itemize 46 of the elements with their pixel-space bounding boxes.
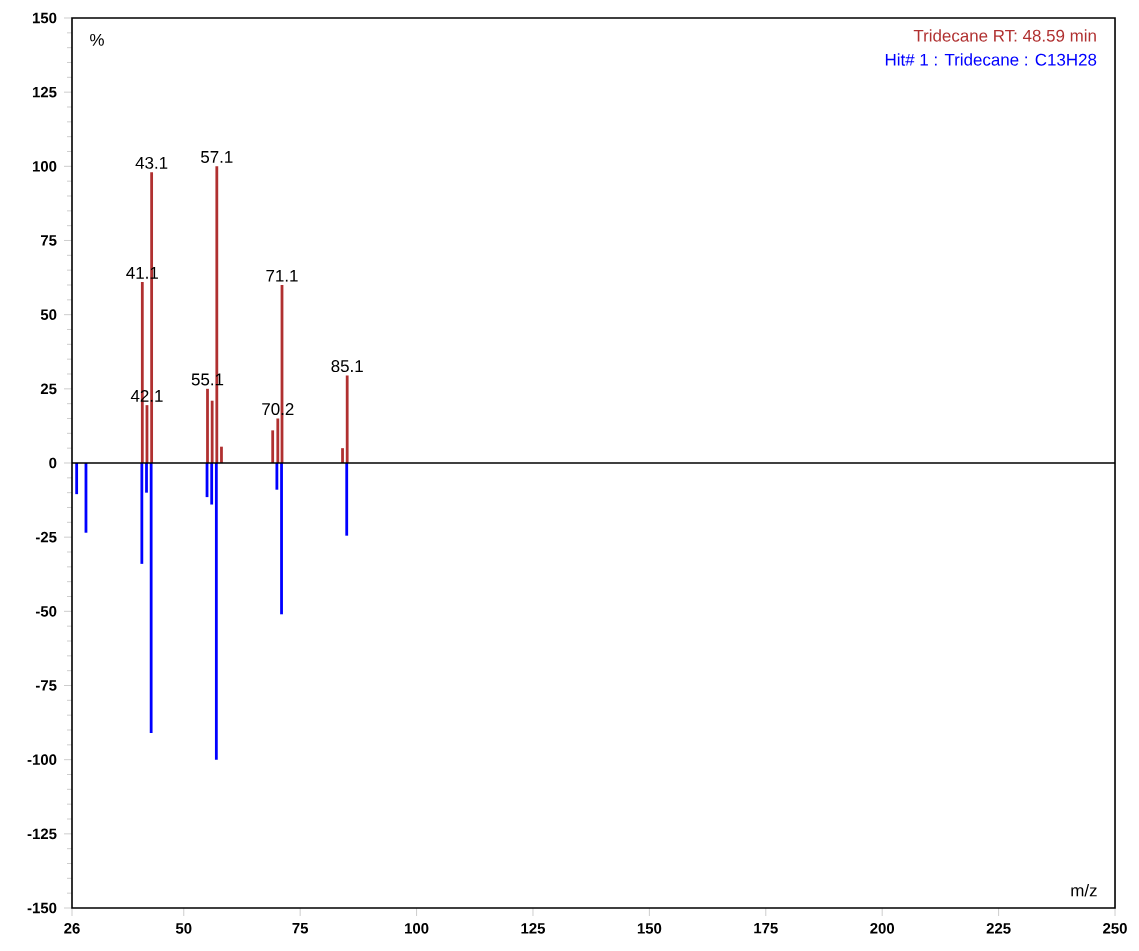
text: Tridecane RT: 48.59 min <box>913 29 1096 42</box>
x-axis-title: m/z <box>1071 884 1097 897</box>
y-tick-label: 25 <box>40 383 57 395</box>
x-tick-label: 150 <box>637 923 662 934</box>
bar <box>276 418 280 463</box>
bar <box>341 448 344 463</box>
bar <box>345 462 349 536</box>
bar <box>145 462 148 493</box>
y-tick-label: 150 <box>32 12 57 24</box>
x-tick-label: 26 <box>64 923 80 934</box>
x-tick-label: 100 <box>405 923 429 934</box>
y-tick-label: -100 <box>27 754 57 765</box>
x-tick-label: 225 <box>986 923 1011 934</box>
text: Hit# 1 : Tridecane : C13H28 <box>885 53 1097 66</box>
bar <box>271 430 275 463</box>
x-tick-label: 50 <box>175 923 192 934</box>
x-tick-label: 200 <box>870 923 895 934</box>
y-tick-label: 100 <box>32 161 57 172</box>
bar <box>75 462 79 495</box>
annotation: 71.1 <box>266 269 298 282</box>
annotation: 85.1 <box>331 360 363 373</box>
y-tick-label: 125 <box>32 86 57 98</box>
annotation: 43.1 <box>135 156 168 169</box>
bar <box>345 375 349 463</box>
y-axis-title: % <box>90 33 104 46</box>
y-tick-label: -75 <box>35 680 57 691</box>
bar <box>140 462 144 564</box>
x-tick-label: 125 <box>521 923 546 934</box>
x-tick-label: 250 <box>1103 923 1127 934</box>
annotation: 57.1 <box>201 151 233 163</box>
bar <box>210 462 214 505</box>
bar <box>275 462 279 490</box>
y-tick-label: 75 <box>40 235 57 246</box>
y-tick-label: -150 <box>27 902 57 914</box>
y-tick-label: 0 <box>49 457 57 469</box>
x-tick-label: 175 <box>754 923 778 934</box>
bar <box>280 462 283 615</box>
y-tick-label: -50 <box>35 606 57 617</box>
y-tick-label: -125 <box>27 828 57 840</box>
y-tick-label: 50 <box>40 309 57 320</box>
bar <box>149 462 153 733</box>
bar <box>214 462 218 760</box>
x-tick-label: 75 <box>292 923 309 934</box>
y-tick-label: -25 <box>35 531 57 543</box>
bar <box>206 388 209 463</box>
bar <box>220 446 223 463</box>
